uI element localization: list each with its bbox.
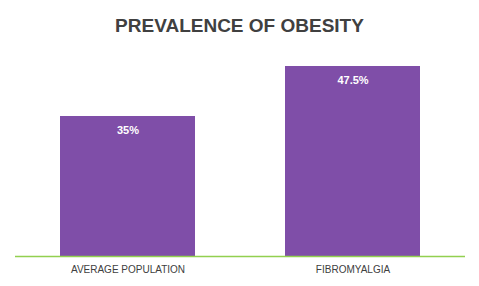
svg-text:FIBROMYALGIA: FIBROMYALGIA — [316, 264, 391, 275]
svg-text:47.5%: 47.5% — [337, 74, 368, 86]
svg-text:AVERAGE POPULATION: AVERAGE POPULATION — [71, 264, 185, 275]
html-text:PREVALENCE OF OBESITY: PREVALENCE OF OBESITY — [115, 15, 364, 36]
svg-text:35%: 35% — [117, 124, 139, 136]
